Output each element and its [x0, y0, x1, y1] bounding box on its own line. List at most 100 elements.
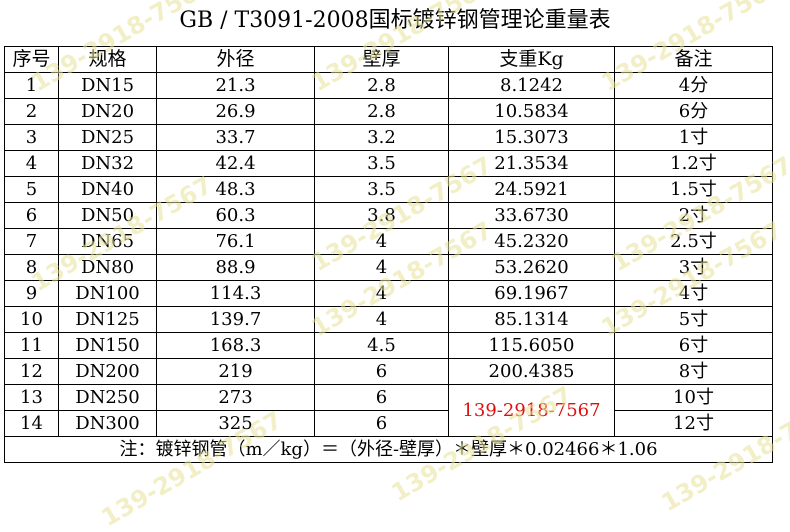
row-no: 11	[4, 332, 59, 359]
row-note: 4寸	[614, 280, 773, 307]
header-outer-diameter: 外径	[156, 46, 315, 73]
row-note: 8寸	[614, 358, 773, 385]
row-weight: 10.5834	[448, 98, 615, 125]
row-spec: DN80	[58, 254, 157, 281]
row-spec: DN65	[58, 228, 157, 255]
formula-row: 注：镀锌钢管（m／kg）＝（外径-壁厚）＊壁厚＊0.02466＊1.06	[4, 436, 773, 463]
row-weight: 115.6050	[448, 332, 615, 359]
row-note: 2寸	[614, 202, 773, 229]
row-wall-thickness: 3.5	[314, 150, 449, 177]
row-no: 7	[4, 228, 59, 255]
row-wall-thickness: 6	[314, 410, 449, 437]
row-no: 5	[4, 176, 59, 203]
row-outer-diameter: 26.9	[156, 98, 315, 125]
row-outer-diameter: 76.1	[156, 228, 315, 255]
table-row: 1 DN15 21.3 2.8 8.1242 4分	[4, 72, 773, 99]
row-spec: DN200	[58, 358, 157, 385]
row-spec: DN15	[58, 72, 157, 99]
row-no: 12	[4, 358, 59, 385]
row-outer-diameter: 88.9	[156, 254, 315, 281]
row-spec: DN150	[58, 332, 157, 359]
row-weight: 15.3073	[448, 124, 615, 151]
row-outer-diameter: 60.3	[156, 202, 315, 229]
row-spec: DN50	[58, 202, 157, 229]
table-title: GB / T3091-2008国标镀锌钢管理论重量表	[179, 8, 611, 33]
row-outer-diameter: 114.3	[156, 280, 315, 307]
row-note: 1寸	[614, 124, 773, 151]
row-no: 4	[4, 150, 59, 177]
row-wall-thickness: 3.2	[314, 124, 449, 151]
row-note: 12寸	[614, 410, 773, 437]
row-note: 2.5寸	[614, 228, 773, 255]
row-no: 14	[4, 410, 59, 437]
row-outer-diameter: 325	[156, 410, 315, 437]
table-row: 13 DN250 273 6 139-2918-7567 10寸	[4, 384, 773, 437]
row-wall-thickness: 6	[314, 384, 449, 411]
header-wall-thickness: 壁厚	[314, 46, 449, 73]
row-outer-diameter: 273	[156, 384, 315, 411]
header-row: 序号 规格 外径 壁厚 支重Kg 备注	[4, 46, 773, 73]
row-wall-thickness: 4	[314, 228, 449, 255]
row-outer-diameter: 48.3	[156, 176, 315, 203]
table-row: 12 DN200 219 6 200.4385 8寸	[4, 358, 773, 385]
table-row: 6 DN50 60.3 3.8 33.6730 2寸	[4, 202, 773, 229]
row-outer-diameter: 21.3	[156, 72, 315, 99]
row-wall-thickness: 4	[314, 306, 449, 333]
table-row: 10 DN125 139.7 4 85.1314 5寸	[4, 306, 773, 333]
row-outer-diameter: 33.7	[156, 124, 315, 151]
row-wall-thickness: 4.5	[314, 332, 449, 359]
table-row: 14 DN300 325 6 12寸	[4, 410, 773, 437]
row-outer-diameter: 168.3	[156, 332, 315, 359]
phone-number-cell: 139-2918-7567	[448, 384, 615, 437]
table-row: 5 DN40 48.3 3.5 24.5921 1.5寸	[4, 176, 773, 203]
formula-note: 注：镀锌钢管（m／kg）＝（外径-壁厚）＊壁厚＊0.02466＊1.06	[4, 436, 773, 463]
row-weight: 8.1242	[448, 72, 615, 99]
row-no: 8	[4, 254, 59, 281]
row-spec: DN125	[58, 306, 157, 333]
row-note: 6寸	[614, 332, 773, 359]
row-note: 4分	[614, 72, 773, 99]
row-spec: DN300	[58, 410, 157, 437]
table-row: 11 DN150 168.3 4.5 115.6050 6寸	[4, 332, 773, 359]
row-weight: 200.4385	[448, 358, 615, 385]
row-no: 6	[4, 202, 59, 229]
row-spec: DN250	[58, 384, 157, 411]
table-row: 3 DN25 33.7 3.2 15.3073 1寸	[4, 124, 773, 151]
row-weight: 45.2320	[448, 228, 615, 255]
row-note: 10寸	[614, 384, 773, 411]
row-weight: 33.6730	[448, 202, 615, 229]
row-no: 3	[4, 124, 59, 151]
row-wall-thickness: 3.8	[314, 202, 449, 229]
header-note: 备注	[614, 46, 773, 73]
row-no: 2	[4, 98, 59, 125]
row-spec: DN100	[58, 280, 157, 307]
row-outer-diameter: 42.4	[156, 150, 315, 177]
table-row: 2 DN20 26.9 2.8 10.5834 6分	[4, 98, 773, 125]
row-spec: DN20	[58, 98, 157, 125]
row-wall-thickness: 4	[314, 280, 449, 307]
row-wall-thickness: 3.5	[314, 176, 449, 203]
header-spec: 规格	[58, 46, 157, 73]
row-weight: 24.5921	[448, 176, 615, 203]
row-wall-thickness: 6	[314, 358, 449, 385]
header-weight: 支重Kg	[448, 46, 615, 73]
header-no: 序号	[4, 46, 59, 73]
row-note: 1.5寸	[614, 176, 773, 203]
row-weight: 85.1314	[448, 306, 615, 333]
row-note: 5寸	[614, 306, 773, 333]
row-no: 10	[4, 306, 59, 333]
row-note: 3寸	[614, 254, 773, 281]
weight-table: 序号 规格 外径 壁厚 支重Kg 备注 1 DN15 21.3 2.8 8.1242 4分…	[4, 46, 773, 463]
row-outer-diameter: 139.7	[156, 306, 315, 333]
row-note: 1.2寸	[614, 150, 773, 177]
table-row: 8 DN80 88.9 4 53.2620 3寸	[4, 254, 773, 281]
row-no: 1	[4, 72, 59, 99]
row-weight: 53.2620	[448, 254, 615, 281]
row-weight: 21.3534	[448, 150, 615, 177]
row-wall-thickness: 4	[314, 254, 449, 281]
table-row: 4 DN32 42.4 3.5 21.3534 1.2寸	[4, 150, 773, 177]
row-outer-diameter: 219	[156, 358, 315, 385]
row-spec: DN40	[58, 176, 157, 203]
row-wall-thickness: 2.8	[314, 98, 449, 125]
table-row: 7 DN65 76.1 4 45.2320 2.5寸	[4, 228, 773, 255]
